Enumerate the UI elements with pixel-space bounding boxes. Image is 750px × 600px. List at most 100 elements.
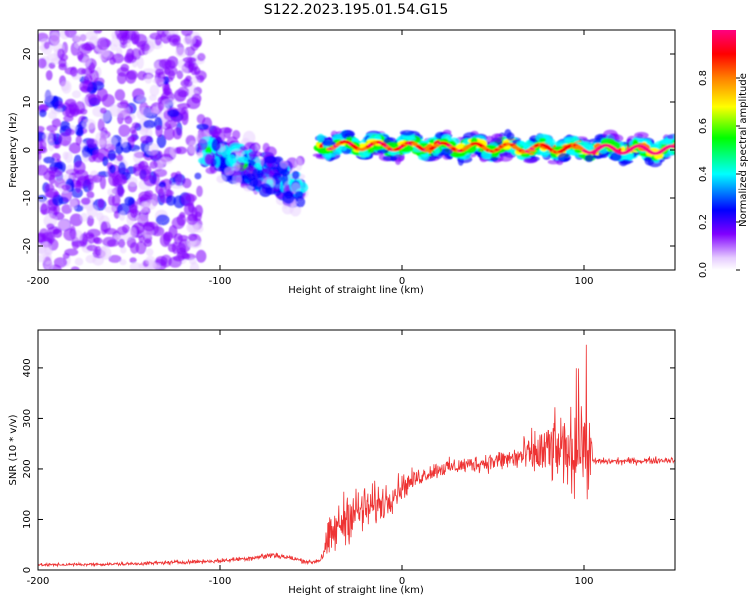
heatmap-cell — [43, 90, 54, 102]
heatmap-cell — [100, 221, 108, 235]
heatmap-cell — [181, 30, 193, 37]
y-tick-label: 0 — [22, 567, 33, 573]
heatmap-cell — [165, 195, 176, 206]
heatmap-cell — [382, 155, 398, 162]
heatmap-cell — [175, 47, 187, 58]
heatmap-cell — [295, 157, 303, 172]
heatmap-cell — [48, 62, 56, 69]
heatmap-cell — [204, 153, 214, 165]
x-tick-label: 0 — [399, 576, 405, 587]
heatmap-cell — [170, 146, 177, 158]
heatmap-cell — [62, 151, 69, 160]
heatmap-cell — [43, 156, 55, 164]
spectrogram-x-ticks: -200 -100 0 100 — [27, 30, 594, 287]
heatmap-cell — [374, 134, 382, 141]
heatmap-cell — [182, 178, 192, 189]
heatmap-cell — [57, 220, 70, 230]
heatmap-cell — [76, 127, 84, 137]
heatmap-cell — [197, 53, 206, 62]
colorbar-tick-label: 0.8 — [698, 70, 709, 86]
y-tick-label: 300 — [22, 409, 33, 428]
heatmap-cell — [188, 201, 195, 213]
heatmap-cell — [108, 254, 122, 263]
heatmap-cell — [62, 252, 70, 260]
heatmap-cell — [262, 142, 270, 153]
heatmap-cell — [140, 201, 149, 213]
heatmap-cell — [219, 127, 233, 134]
heatmap-cell — [610, 152, 622, 162]
heatmap-cell — [102, 156, 109, 167]
heatmap-cell — [258, 183, 273, 198]
heatmap-cell — [120, 138, 127, 148]
heatmap-cell — [73, 34, 87, 42]
x-tick-label: -200 — [27, 576, 50, 587]
heatmap-cell — [69, 199, 78, 210]
heatmap-cell — [185, 75, 192, 82]
y-tick-label: -10 — [22, 190, 33, 206]
heatmap-cell — [439, 148, 453, 156]
heatmap-cell — [86, 138, 99, 149]
heatmap-cell — [136, 95, 147, 103]
heatmap-cell — [216, 175, 226, 184]
heatmap-cell — [442, 129, 452, 136]
heatmap-cell — [155, 125, 163, 138]
heatmap-cell — [191, 93, 202, 104]
heatmap-cell — [167, 109, 180, 118]
heatmap-cell — [118, 161, 126, 176]
heatmap-cell — [118, 124, 131, 137]
heatmap-cell — [92, 174, 102, 183]
heatmap-cell — [176, 251, 189, 260]
heatmap-cell — [68, 142, 81, 154]
heatmap-cell — [69, 213, 83, 227]
heatmap-cell — [39, 228, 49, 239]
heatmap-cell — [99, 107, 107, 114]
heatmap-cell — [237, 156, 249, 163]
heatmap-cell — [82, 56, 91, 67]
heatmap-cell — [243, 185, 254, 192]
heatmap-cell — [643, 157, 653, 162]
heatmap-cell — [81, 197, 91, 205]
heatmap-cell — [149, 160, 158, 169]
heatmap-cell — [64, 30, 77, 38]
heatmap-cell — [100, 245, 107, 258]
heatmap-cell — [634, 131, 649, 139]
heatmap-cell — [667, 134, 674, 140]
heatmap-cell — [279, 160, 289, 169]
heatmap-cell — [316, 133, 325, 143]
heatmap-cell — [86, 215, 94, 227]
heatmap-cell — [163, 127, 175, 141]
heatmap-cell — [144, 74, 153, 84]
heatmap-cell — [115, 142, 124, 155]
heatmap-cell — [50, 32, 60, 45]
heatmap-cell — [111, 194, 121, 207]
heatmap-cell — [170, 182, 185, 189]
heatmap-cell — [70, 266, 80, 270]
colorbar-tick-label: 0.6 — [698, 118, 709, 134]
heatmap-cell — [43, 41, 50, 50]
heatmap-cell — [242, 130, 256, 145]
y-tick-label: 10 — [22, 96, 33, 109]
heatmap-cell — [189, 261, 200, 270]
heatmap-cell — [205, 167, 218, 175]
heatmap-cell — [38, 164, 48, 176]
colorbar-tick-label: 0.0 — [698, 262, 709, 278]
heatmap-cell — [149, 32, 162, 40]
snr-y-ticks: 0 100 200 300 400 — [22, 358, 675, 573]
x-tick-label: 100 — [574, 276, 593, 287]
heatmap-cell — [188, 233, 198, 242]
heatmap-cell — [176, 70, 184, 80]
heatmap-cell — [80, 212, 88, 222]
heatmap-cell — [129, 204, 138, 219]
heatmap-cell — [564, 138, 571, 144]
heatmap-cell — [79, 80, 94, 94]
heatmap-cell — [196, 185, 203, 197]
heatmap-cell — [538, 137, 547, 143]
heatmap-cell — [190, 65, 197, 76]
heatmap-cell — [129, 227, 137, 238]
heatmap-cell — [292, 170, 300, 179]
heatmap-cell — [127, 176, 138, 187]
heatmap-cell — [557, 152, 572, 162]
heatmap-cell — [140, 43, 151, 52]
heatmap-cell — [151, 106, 159, 115]
heatmap-cell — [81, 43, 96, 51]
